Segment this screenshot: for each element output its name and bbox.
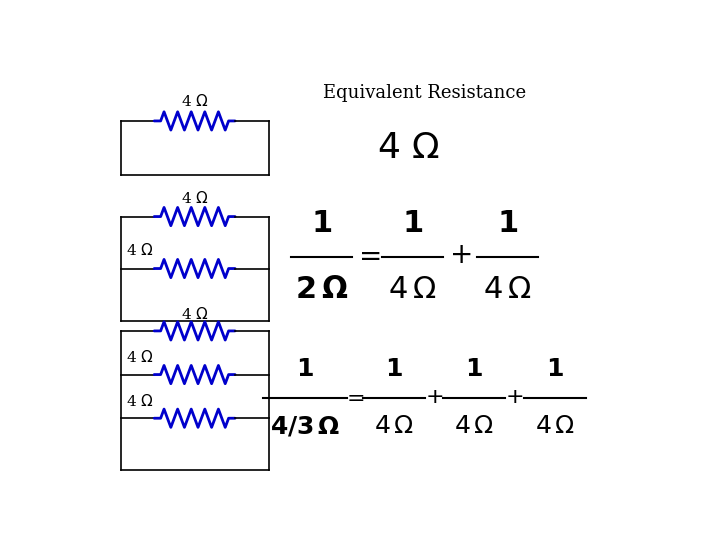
- Text: $\mathbf{1}$: $\mathbf{1}$: [546, 358, 564, 381]
- Text: $+$: $+$: [426, 387, 444, 408]
- Text: $\mathbf{1}$: $\mathbf{1}$: [497, 208, 518, 239]
- Text: $4\ \Omega$: $4\ \Omega$: [377, 131, 439, 165]
- Text: $\mathbf{1}$: $\mathbf{1}$: [465, 358, 483, 381]
- Text: $+$: $+$: [449, 242, 471, 269]
- Text: $\mathbf{2\,\Omega}$: $\mathbf{2\,\Omega}$: [295, 274, 348, 305]
- Text: $+$: $+$: [505, 387, 523, 408]
- Text: 4 $\Omega$: 4 $\Omega$: [181, 93, 209, 109]
- Text: 4 $\Omega$: 4 $\Omega$: [181, 306, 209, 322]
- Text: $4\,\Omega$: $4\,\Omega$: [388, 274, 437, 305]
- Text: $\mathbf{1}$: $\mathbf{1}$: [385, 358, 403, 381]
- Text: 4 $\Omega$: 4 $\Omega$: [181, 190, 209, 206]
- Text: 4 $\Omega$: 4 $\Omega$: [126, 242, 154, 258]
- Text: $4\,\Omega$: $4\,\Omega$: [483, 274, 531, 305]
- Text: $\mathbf{4/3\,\Omega}$: $\mathbf{4/3\,\Omega}$: [269, 415, 340, 439]
- Text: $=$: $=$: [342, 387, 364, 408]
- Text: $\mathbf{1}$: $\mathbf{1}$: [311, 208, 332, 239]
- Text: $4\,\Omega$: $4\,\Omega$: [535, 415, 575, 438]
- Text: $=$: $=$: [354, 242, 381, 269]
- Text: 4 $\Omega$: 4 $\Omega$: [126, 393, 154, 409]
- Text: $4\,\Omega$: $4\,\Omega$: [374, 415, 414, 438]
- Text: $4\,\Omega$: $4\,\Omega$: [454, 415, 494, 438]
- Text: $\mathbf{1}$: $\mathbf{1}$: [402, 208, 423, 239]
- Text: Equivalent Resistance: Equivalent Resistance: [323, 84, 526, 102]
- Text: 4 $\Omega$: 4 $\Omega$: [126, 349, 154, 366]
- Text: $\mathbf{1}$: $\mathbf{1}$: [296, 358, 314, 381]
